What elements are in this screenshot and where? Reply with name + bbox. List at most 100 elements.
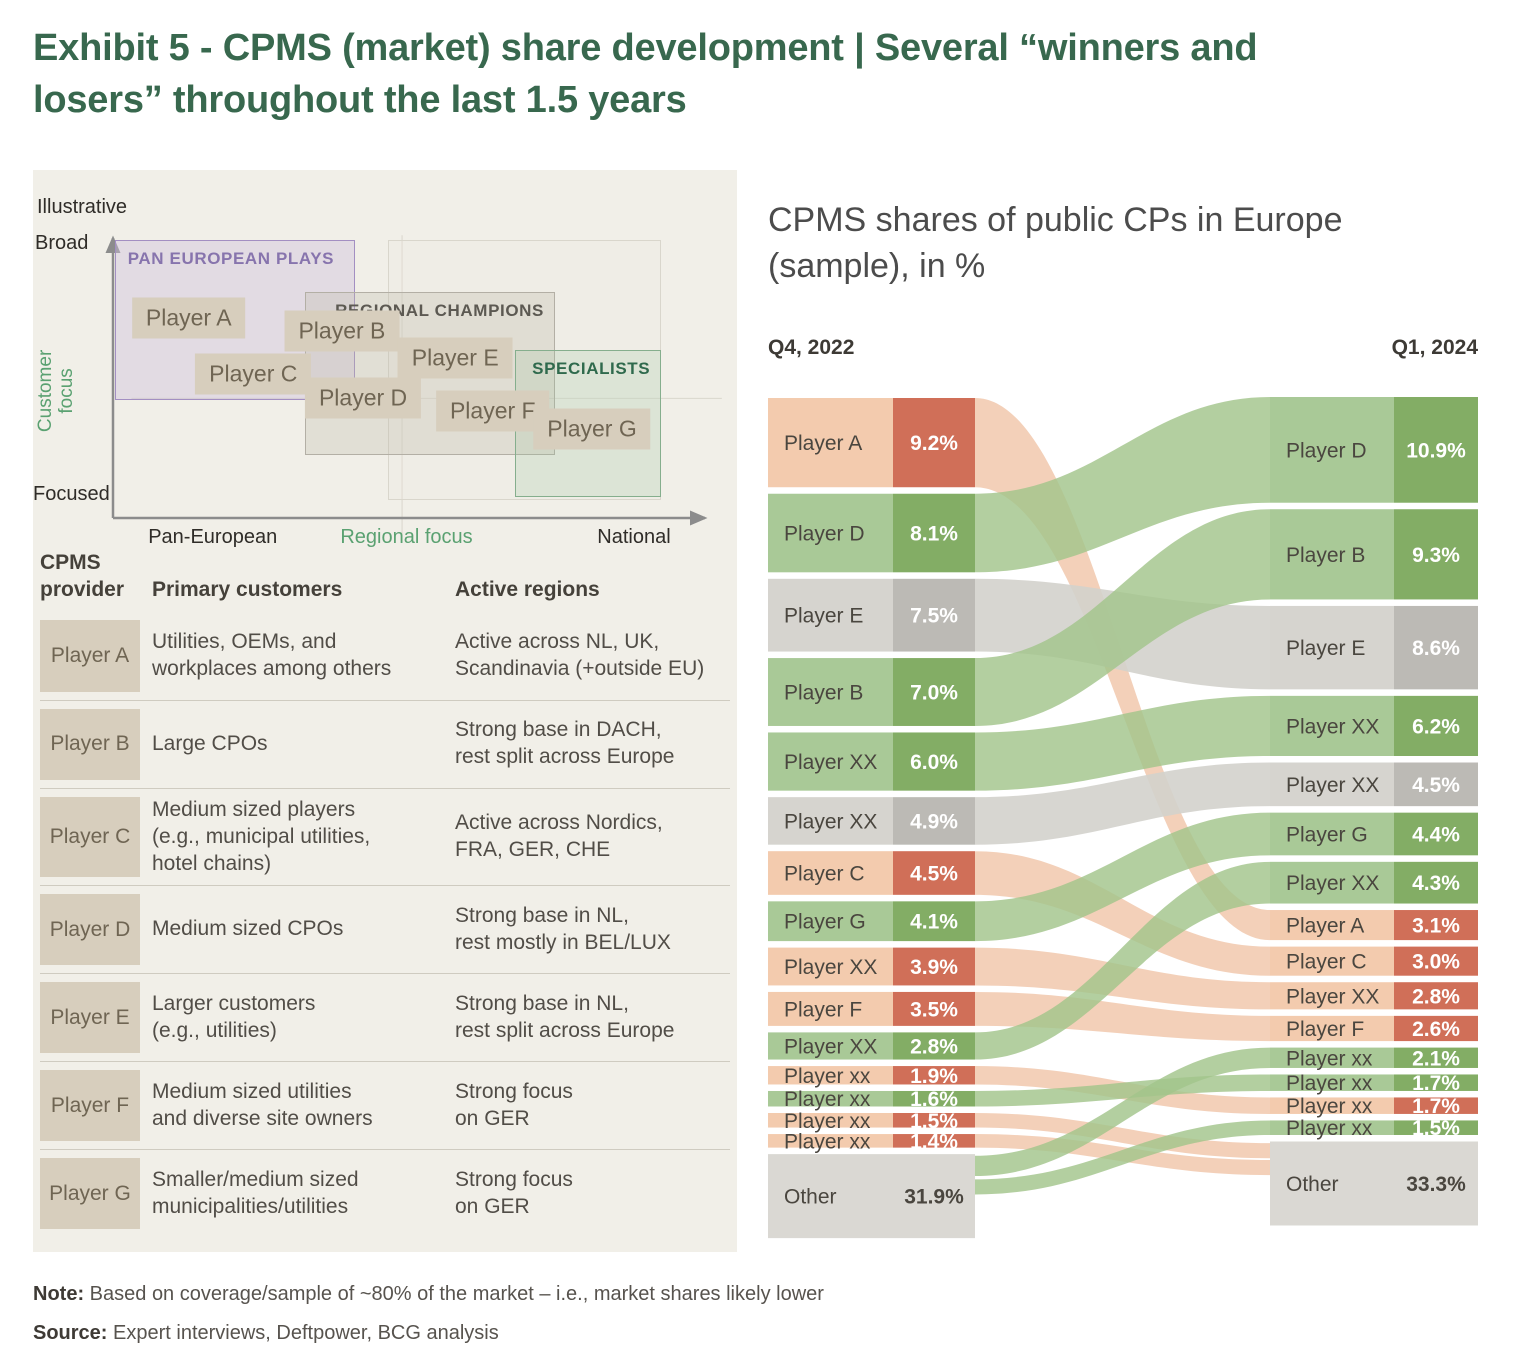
svg-text:Player xx: Player xx: [784, 1130, 871, 1153]
sankey-node-right: Player G 4.4%: [1270, 812, 1478, 856]
sankey-flow: [975, 851, 1270, 976]
regions-cell: Strong base in DACH, rest split across E…: [455, 718, 675, 769]
svg-text:Player XX: Player XX: [1286, 872, 1379, 895]
svg-text:Player C: Player C: [1286, 951, 1367, 974]
sankey-node-right: Player E 8.6%: [1270, 605, 1478, 690]
sankey-node-right: Player F 2.6%: [1270, 1015, 1478, 1042]
svg-text:1.5%: 1.5%: [910, 1110, 958, 1133]
provider-chip: Player F: [40, 1070, 140, 1142]
matrix-group-label: SPECIALISTS: [532, 359, 651, 379]
sankey-node-right: Player xx 2.1%: [1270, 1047, 1478, 1070]
sankey-node-left: Player XX 2.8%: [768, 1032, 975, 1060]
svg-text:3.9%: 3.9%: [910, 956, 958, 979]
table-row: Player A Utilities, OEMs, and workplaces …: [40, 612, 730, 700]
matrix-player-chip: Player C: [195, 353, 312, 395]
svg-text:Player B: Player B: [784, 682, 863, 705]
svg-text:9.3%: 9.3%: [1412, 544, 1460, 567]
sankey-flow: [975, 861, 1270, 1060]
table-row: Player B Large CPOs Strong base in DACH, r…: [40, 699, 730, 788]
matrix-player-chip: Player G: [533, 408, 651, 450]
svg-text:Player E: Player E: [784, 605, 863, 628]
provider-chip: Player B: [40, 708, 140, 780]
sankey-node-left: Player B 7.0%: [768, 658, 975, 726]
svg-text:Player xx: Player xx: [784, 1088, 871, 1111]
svg-text:Player xx: Player xx: [784, 1065, 871, 1088]
sankey-flow: [975, 1120, 1270, 1195]
sankey-node-left: Player xx 1.4%: [768, 1130, 975, 1153]
illustrative-label: Illustrative: [37, 196, 128, 218]
svg-text:Player XX: Player XX: [784, 1035, 877, 1058]
source-line: Source: Expert interviews, Deftpower, BC…: [33, 1322, 499, 1345]
svg-text:2.1%: 2.1%: [1412, 1047, 1460, 1070]
svg-text:Player A: Player A: [1286, 915, 1364, 938]
regions-cell: Strong focus on GER: [455, 1080, 573, 1130]
svg-text:4.9%: 4.9%: [910, 810, 958, 833]
svg-text:Player xx: Player xx: [1286, 1095, 1373, 1118]
sankey-node-left: Player XX 4.9%: [768, 797, 975, 845]
sankey-node-right: Other 33.3%: [1270, 1141, 1478, 1226]
sankey-flow: [975, 762, 1270, 845]
svg-text:Player A: Player A: [784, 432, 862, 455]
svg-text:3.5%: 3.5%: [910, 998, 958, 1021]
svg-text:Player D: Player D: [1286, 439, 1367, 462]
svg-text:7.5%: 7.5%: [910, 605, 958, 628]
sankey-node-right: Player XX 6.2%: [1270, 695, 1478, 756]
svg-text:3.1%: 3.1%: [1412, 915, 1460, 938]
y-axis-top-label: Broad: [35, 232, 89, 254]
svg-text:Player XX: Player XX: [1286, 985, 1379, 1008]
svg-text:9.2%: 9.2%: [910, 432, 958, 455]
matrix-player-chip: Player E: [397, 337, 513, 379]
regions-cell: Strong focus on GER: [455, 1168, 573, 1218]
sankey-flow: [975, 397, 1270, 573]
svg-text:8.1%: 8.1%: [910, 523, 958, 546]
svg-text:2.8%: 2.8%: [1412, 985, 1460, 1008]
sankey-node-left: Player A 9.2%: [768, 398, 975, 488]
customers-cell: Smaller/medium sized municipalities/util…: [152, 1168, 359, 1218]
sankey-node-left: Player XX 6.0%: [768, 732, 975, 791]
note-line: Note: Based on coverage/sample of ~80% o…: [33, 1283, 824, 1306]
svg-text:Player E: Player E: [1286, 637, 1365, 660]
matrix-player-chip: Player F: [435, 390, 550, 432]
sankey-node-left: Player F 3.5%: [768, 991, 975, 1026]
table-header-row: CPMS provider Primary customers Active r…: [40, 550, 730, 612]
sankey-node-right: Player C 3.0%: [1270, 946, 1478, 976]
sankey-node-right: Player B 9.3%: [1270, 509, 1478, 600]
sankey-node-right: Player XX 4.3%: [1270, 861, 1478, 904]
matrix-player-chip: Player D: [304, 377, 422, 419]
matrix-player-chip: Player A: [131, 297, 246, 339]
svg-text:Player C: Player C: [784, 863, 865, 886]
svg-text:1.4%: 1.4%: [910, 1130, 958, 1153]
svg-text:1.9%: 1.9%: [910, 1065, 958, 1088]
customers-cell: Medium sized players (e.g., municipal ut…: [152, 797, 371, 875]
table-header-provider: CPMS provider: [40, 551, 125, 601]
sankey-flow: [975, 1047, 1270, 1176]
svg-text:Other: Other: [784, 1186, 837, 1209]
svg-text:3.0%: 3.0%: [1412, 951, 1460, 974]
x-label-national: National: [597, 526, 671, 548]
provider-table: CPMS provider Primary customers Active r…: [40, 550, 730, 1237]
source-text: Expert interviews, Deftpower, BCG analys…: [113, 1322, 499, 1344]
svg-text:6.0%: 6.0%: [910, 751, 958, 774]
regions-cell: Active across Nordics, FRA, GER, CHE: [455, 811, 663, 862]
sankey-node-right: Player XX 2.8%: [1270, 982, 1478, 1010]
sankey-node-left: Player D 8.1%: [768, 493, 975, 573]
sankey-node-left: Other 31.9%: [768, 1154, 975, 1239]
svg-text:4.3%: 4.3%: [1412, 872, 1460, 895]
provider-chip: Player D: [40, 894, 140, 966]
customers-cell: Medium sized utilities and diverse site …: [152, 1080, 373, 1130]
customers-cell: Large CPOs: [152, 731, 268, 755]
svg-text:Player G: Player G: [1286, 823, 1368, 846]
sankey-chart: Player A 9.2%Player D 8.1%Player E 7.5%Play…: [768, 397, 1478, 1239]
provider-chip: Player G: [40, 1158, 140, 1230]
svg-text:Player xx: Player xx: [1286, 1072, 1373, 1095]
svg-text:Player XX: Player XX: [1286, 774, 1379, 797]
provider-chip: Player E: [40, 982, 140, 1054]
sankey-node-right: Player D 10.9%: [1270, 397, 1478, 503]
x-axis-labels: Pan-European Regional focus National: [113, 526, 700, 550]
sankey-node-right: Player xx 1.5%: [1270, 1117, 1478, 1140]
regions-cell: Strong base in NL, rest split across Eur…: [455, 992, 675, 1042]
svg-text:Player G: Player G: [784, 911, 866, 934]
table-row: Player E Larger customers (e.g., utilitie…: [40, 973, 730, 1061]
regions-cell: Active across NL, UK, Scandinavia (+outs…: [455, 629, 705, 680]
sankey-flow: [975, 812, 1270, 942]
